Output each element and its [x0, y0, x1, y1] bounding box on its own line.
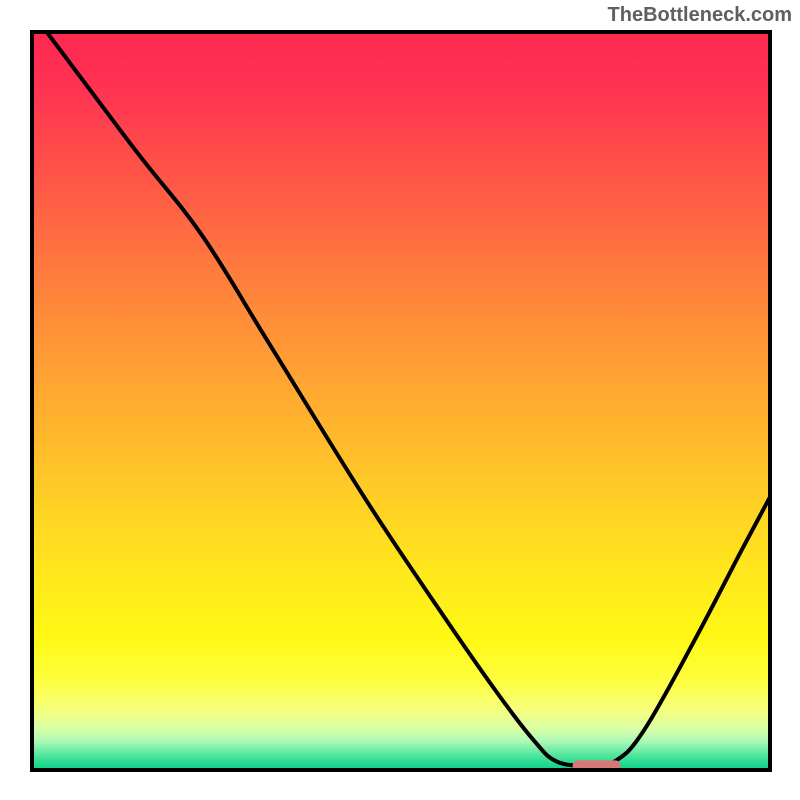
plot-area	[32, 32, 770, 771]
gradient-background	[32, 32, 770, 770]
attribution-text: TheBottleneck.com	[608, 4, 792, 27]
chart-container: TheBottleneck.com	[0, 0, 800, 800]
bottleneck-chart	[0, 0, 800, 800]
